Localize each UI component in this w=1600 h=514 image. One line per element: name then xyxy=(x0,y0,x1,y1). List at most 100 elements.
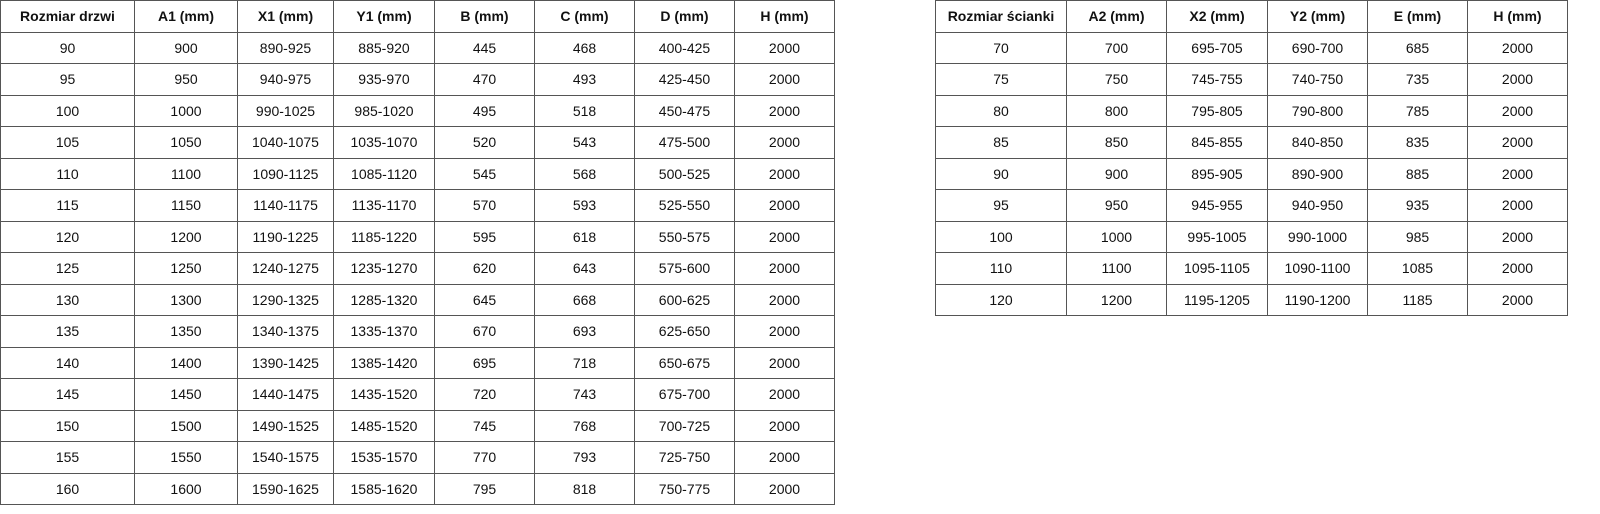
table-cell: 1450 xyxy=(134,378,238,411)
table-cell: 1095-1105 xyxy=(1166,252,1268,285)
table-cell: 1135-1170 xyxy=(333,189,435,222)
table-cell: 700 xyxy=(1066,31,1167,64)
table-cell: 140 xyxy=(0,346,135,379)
table-cell: 1185-1220 xyxy=(333,220,435,253)
column-header: A2 (mm) xyxy=(1066,0,1167,33)
table-cell: 545 xyxy=(434,157,535,190)
table-cell: 1290-1325 xyxy=(237,283,334,316)
table-cell: 885-920 xyxy=(333,31,435,64)
table-cell: 695 xyxy=(434,346,535,379)
table-cell: 495 xyxy=(434,94,535,127)
table-cell: 2000 xyxy=(734,94,835,127)
table-cell: 950 xyxy=(1066,189,1167,222)
table-cell: 1085 xyxy=(1367,252,1468,285)
table-cell: 575-600 xyxy=(634,252,735,285)
table-cell: 1090-1100 xyxy=(1267,252,1368,285)
table-cell: 595 xyxy=(434,220,535,253)
table-cell: 618 xyxy=(534,220,635,253)
table-cell: 120 xyxy=(935,283,1067,316)
table-cell: 1035-1070 xyxy=(333,126,435,159)
column-header: C (mm) xyxy=(534,0,635,33)
table-cell: 475-500 xyxy=(634,126,735,159)
table-cell: 768 xyxy=(534,409,635,442)
table-cell: 2000 xyxy=(734,157,835,190)
table-cell: 1340-1375 xyxy=(237,315,334,348)
table-cell: 2000 xyxy=(1467,94,1568,127)
table-cell: 543 xyxy=(534,126,635,159)
table-cell: 1235-1270 xyxy=(333,252,435,285)
table-cell: 1140-1175 xyxy=(237,189,334,222)
table-cell: 800 xyxy=(1066,94,1167,127)
table-cell: 668 xyxy=(534,283,635,316)
table-cell: 1150 xyxy=(134,189,238,222)
table-cell: 2000 xyxy=(1467,220,1568,253)
table-cell: 135 xyxy=(0,315,135,348)
table-cell: 985-1020 xyxy=(333,94,435,127)
table-cell: 845-855 xyxy=(1166,126,1268,159)
table-cell: 890-900 xyxy=(1267,157,1368,190)
table-row: 115 1150 1140-1175 1135-1170 570 593 525-550 20… xyxy=(0,189,835,222)
table-row: 80 800 795-805 790-800 785 2000 xyxy=(935,94,1568,127)
table-cell: 1185 xyxy=(1367,283,1468,316)
table-cell: 1540-1575 xyxy=(237,441,334,474)
wall-size-table: Rozmiar ścianki A2 (mm) X2 (mm) Y2 (mm) E (m… xyxy=(935,0,1568,316)
table-cell: 795-805 xyxy=(1166,94,1268,127)
table-cell: 1085-1120 xyxy=(333,157,435,190)
table-cell: 80 xyxy=(935,94,1067,127)
table-cell: 850 xyxy=(1066,126,1167,159)
table-cell: 650-675 xyxy=(634,346,735,379)
table-cell: 110 xyxy=(935,252,1067,285)
table-header-row: Rozmiar ścianki A2 (mm) X2 (mm) Y2 (mm) E (m… xyxy=(935,0,1568,33)
table-cell: 95 xyxy=(0,63,135,96)
table-cell: 1285-1320 xyxy=(333,283,435,316)
table-cell: 1390-1425 xyxy=(237,346,334,379)
table-cell: 1090-1125 xyxy=(237,157,334,190)
table-cell: 935-970 xyxy=(333,63,435,96)
table-cell: 745 xyxy=(434,409,535,442)
table-cell: 718 xyxy=(534,346,635,379)
table-cell: 1000 xyxy=(134,94,238,127)
table-row: 95 950 940-975 935-970 470 493 425-450 2000 xyxy=(0,63,835,96)
table-cell: 520 xyxy=(434,126,535,159)
table-cell: 900 xyxy=(134,31,238,64)
table-cell: 1435-1520 xyxy=(333,378,435,411)
column-header: X1 (mm) xyxy=(237,0,334,33)
table-row: 110 1100 1095-1105 1090-1100 1085 2000 xyxy=(935,252,1568,285)
table-cell: 2000 xyxy=(734,63,835,96)
table-cell: 2000 xyxy=(734,126,835,159)
table-row: 75 750 745-755 740-750 735 2000 xyxy=(935,63,1568,96)
table-cell: 1190-1200 xyxy=(1267,283,1368,316)
table-row: 150 1500 1490-1525 1485-1520 745 768 700-725 20… xyxy=(0,409,835,442)
table-cell: 1535-1570 xyxy=(333,441,435,474)
table-cell: 900 xyxy=(1066,157,1167,190)
table-row: 130 1300 1290-1325 1285-1320 645 668 600-625 20… xyxy=(0,283,835,316)
table-cell: 895-905 xyxy=(1166,157,1268,190)
table-cell: 2000 xyxy=(1467,63,1568,96)
table-cell: 1400 xyxy=(134,346,238,379)
table-cell: 105 xyxy=(0,126,135,159)
table-cell: 885 xyxy=(1367,157,1468,190)
table-cell: 1600 xyxy=(134,472,238,505)
table-header-row: Rozmiar drzwi A1 (mm) X1 (mm) Y1 (mm) B (mm)… xyxy=(0,0,835,33)
table-cell: 1300 xyxy=(134,283,238,316)
table-cell: 493 xyxy=(534,63,635,96)
table-cell: 770 xyxy=(434,441,535,474)
table-row: 95 950 945-955 940-950 935 2000 xyxy=(935,189,1568,222)
table-cell: 2000 xyxy=(1467,283,1568,316)
table-cell: 1200 xyxy=(1066,283,1167,316)
table-cell: 2000 xyxy=(1467,252,1568,285)
table-cell: 70 xyxy=(935,31,1067,64)
table-row: 125 1250 1240-1275 1235-1270 620 643 575-600 20… xyxy=(0,252,835,285)
table-cell: 1100 xyxy=(1066,252,1167,285)
table-cell: 985 xyxy=(1367,220,1468,253)
table-cell: 470 xyxy=(434,63,535,96)
table-cell: 155 xyxy=(0,441,135,474)
column-header: H (mm) xyxy=(734,0,835,33)
table-cell: 675-700 xyxy=(634,378,735,411)
table-cell: 1590-1625 xyxy=(237,472,334,505)
column-header: Y2 (mm) xyxy=(1267,0,1368,33)
table-cell: 935 xyxy=(1367,189,1468,222)
table-cell: 1190-1225 xyxy=(237,220,334,253)
table-cell: 840-850 xyxy=(1267,126,1368,159)
table-row: 70 700 695-705 690-700 685 2000 xyxy=(935,31,1568,64)
